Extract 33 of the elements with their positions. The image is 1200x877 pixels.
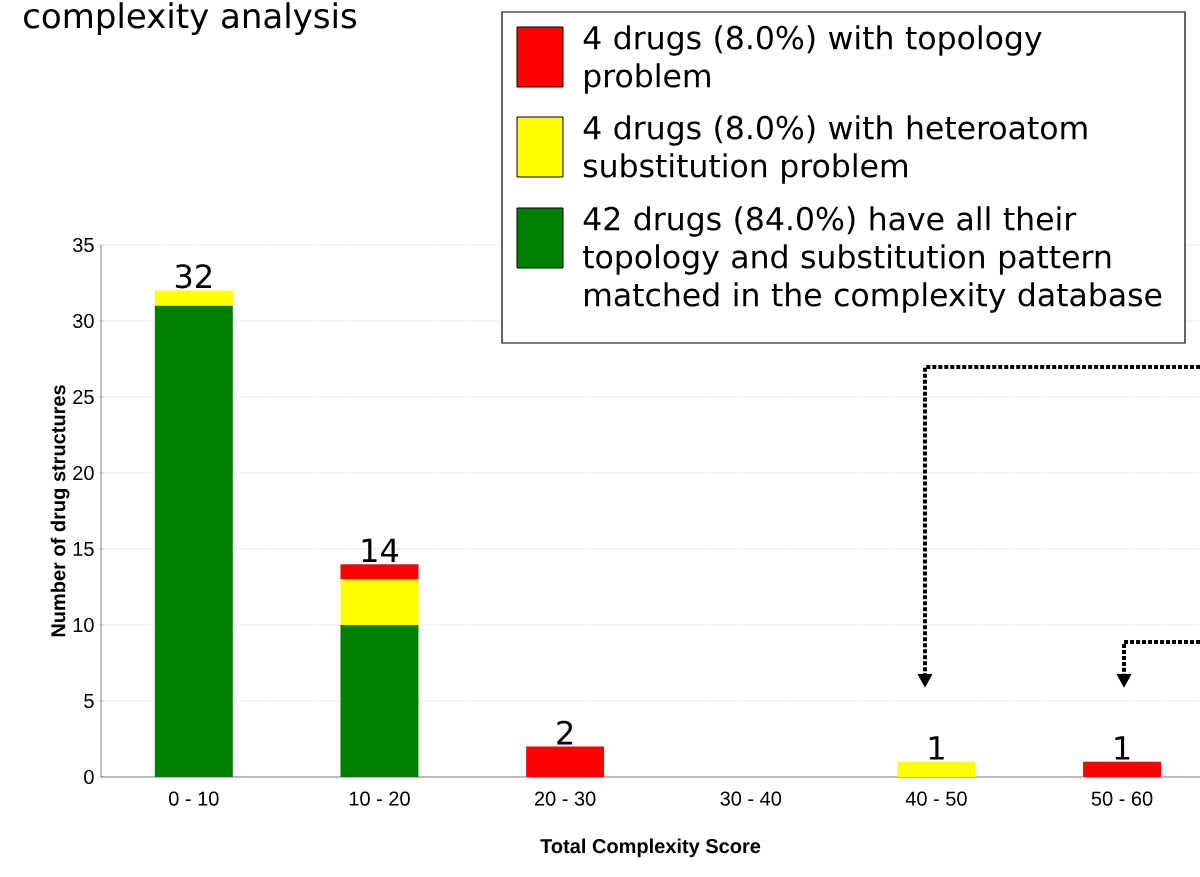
x-axis-title: Total Complexity Score [540,838,761,858]
y-tick-label: 10 [73,617,94,633]
x-tick-label: 20 - 30 [534,791,596,806]
y-axis-title: Number of drug structures [50,385,70,637]
x-tick-label: 40 - 50 [905,791,967,806]
y-tick-label: 25 [73,389,94,405]
legend-label: 4 drugs (8.0%) with heteroatom substitution problem [583,115,1087,184]
bar [340,625,419,778]
x-tick-label: 0 - 10 [169,791,219,806]
bar [1083,761,1162,778]
total-label: 14 [362,538,399,563]
total-label: 32 [175,264,211,289]
y-tick-label: 0 [84,769,94,785]
total-label: 2 [557,720,573,745]
legend-label: 42 drugs (84.0%) have all their topology and substitution pattern matched in the complexity database [583,206,1162,313]
y-tick-label: 35 [73,237,94,253]
legend-label: 4 drugs (8.0%) with topology problem [583,25,1042,94]
y-tick-label: 20 [73,465,94,481]
bar [154,305,233,778]
bar [526,746,605,778]
y-tick-label: 5 [84,694,94,708]
total-label: 1 [1115,736,1130,760]
bar [897,761,976,778]
chart-title: complexity analysis [24,2,357,36]
total-label: 1 [929,736,944,760]
bar [154,290,233,306]
x-tick-label: 10 - 20 [349,791,410,806]
y-tick-label: 15 [73,542,94,556]
x-tick-label: 30 - 40 [720,791,782,806]
bar [340,579,419,625]
bar [340,564,419,580]
x-tick-label: 50 - 60 [1091,791,1153,806]
y-tick-label: 30 [73,313,94,329]
